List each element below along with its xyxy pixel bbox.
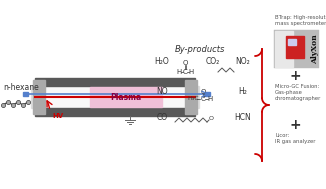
Bar: [23, 92, 28, 96]
Text: CO₂: CO₂: [206, 57, 220, 67]
Bar: [33, 80, 45, 114]
Text: CO: CO: [156, 114, 168, 122]
Bar: [205, 92, 210, 96]
Text: AlyXon: AlyXon: [311, 34, 319, 64]
Text: O: O: [209, 116, 214, 122]
Text: H₂: H₂: [239, 88, 247, 97]
Text: HCN: HCN: [235, 114, 251, 122]
Text: H: H: [207, 96, 213, 102]
Text: H: H: [188, 69, 194, 75]
Bar: [286, 36, 304, 58]
Text: Plasma: Plasma: [111, 94, 141, 102]
Text: NO₂: NO₂: [236, 57, 250, 67]
Bar: [37, 87, 193, 107]
Text: O: O: [200, 89, 206, 95]
Text: HV: HV: [52, 113, 63, 119]
Text: By-products: By-products: [175, 45, 225, 54]
Bar: [274, 30, 319, 68]
Bar: [35, 78, 195, 86]
Bar: [275, 31, 293, 67]
Text: NO: NO: [156, 88, 168, 97]
Text: Micro-GC Fusion:
Gas-phase
chromatographer: Micro-GC Fusion: Gas-phase chromatograph…: [275, 84, 321, 101]
Bar: [288, 39, 296, 45]
Text: BTrap: High-resolution
mass spectrometer: BTrap: High-resolution mass spectrometer: [275, 15, 326, 26]
Text: +: +: [289, 69, 301, 83]
Text: n-hexane: n-hexane: [3, 83, 39, 91]
Text: H₃C: H₃C: [187, 97, 199, 101]
Text: O: O: [182, 60, 188, 66]
Text: Licor:
IR gas analyzer: Licor: IR gas analyzer: [275, 133, 316, 144]
Text: C: C: [183, 69, 187, 75]
Bar: [35, 108, 195, 116]
Text: H₂O: H₂O: [155, 57, 170, 67]
Bar: [31, 86, 199, 108]
Text: +: +: [289, 118, 301, 132]
Text: C: C: [200, 96, 205, 102]
Bar: [185, 80, 197, 114]
Text: H: H: [176, 69, 182, 75]
Bar: [90, 87, 162, 107]
